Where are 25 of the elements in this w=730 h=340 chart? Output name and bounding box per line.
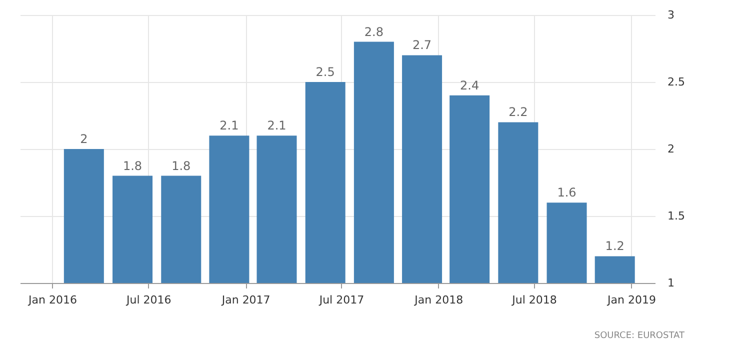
data-label: 2.7 [412, 38, 432, 52]
y-tick-label: 2 [668, 142, 674, 156]
x-tick-label: Jul 2017 [318, 294, 364, 306]
x-tick-label: Jan 2018 [414, 294, 464, 306]
data-label: 1.8 [172, 158, 191, 173]
y-tick-label: 1 [668, 276, 674, 290]
data-label: 2.2 [508, 105, 528, 120]
data-label: 2.5 [316, 65, 335, 79]
x-tick-label: Jan 2017 [220, 294, 270, 306]
data-label: 2.8 [364, 24, 384, 39]
x-tick-label: Jul 2016 [125, 294, 172, 306]
y-tick-label: 1.5 [668, 210, 685, 222]
data-label: 2.4 [460, 78, 480, 92]
data-label: 1.6 [557, 186, 576, 200]
y-tick-label: 2.5 [668, 76, 685, 88]
data-label: 1.8 [122, 158, 142, 173]
x-tick-label: Jul 2018 [511, 294, 557, 306]
data-label: 1.2 [605, 239, 624, 254]
y-tick-label: 3 [668, 8, 674, 22]
data-label: 2.1 [267, 118, 286, 133]
data-label: 2.1 [220, 118, 239, 133]
x-tick-label: Jan 2016 [28, 294, 77, 306]
data-label: 2 [80, 132, 88, 146]
x-tick-label: Jan 2019 [606, 294, 656, 306]
source-note: SOURCE: EUROSTAT [594, 331, 685, 340]
